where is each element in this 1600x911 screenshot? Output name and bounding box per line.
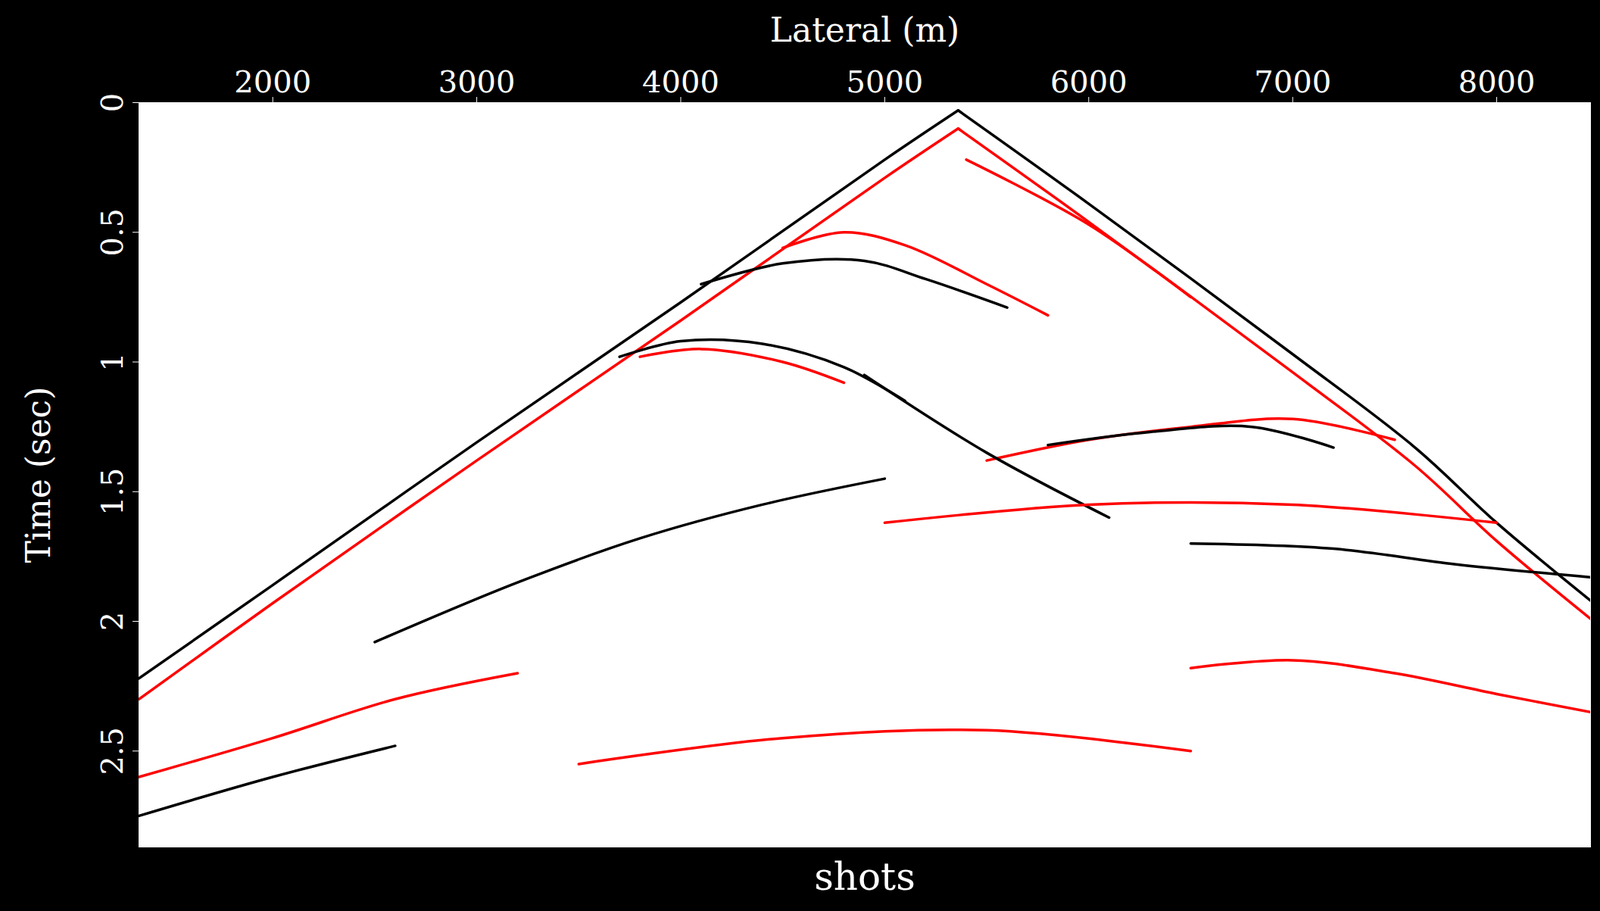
- svg-text:1: 1: [94, 352, 130, 372]
- svg-text:Time (sec): Time (sec): [18, 386, 58, 564]
- svg-text:0: 0: [94, 93, 130, 113]
- svg-text:7000: 7000: [1253, 64, 1332, 100]
- svg-text:1.5: 1.5: [94, 467, 130, 516]
- svg-text:0.5: 0.5: [94, 208, 130, 257]
- svg-text:2: 2: [94, 611, 130, 631]
- svg-text:2000: 2000: [233, 64, 312, 100]
- svg-text:3000: 3000: [438, 64, 516, 100]
- svg-text:2.5: 2.5: [94, 726, 130, 776]
- svg-text:Lateral (m): Lateral (m): [770, 10, 961, 50]
- svg-text:8000: 8000: [1458, 64, 1536, 100]
- svg-text:4000: 4000: [642, 64, 720, 100]
- svg-text:shots: shots: [814, 854, 916, 899]
- svg-text:6000: 6000: [1050, 64, 1128, 100]
- svg-text:5000: 5000: [846, 64, 924, 100]
